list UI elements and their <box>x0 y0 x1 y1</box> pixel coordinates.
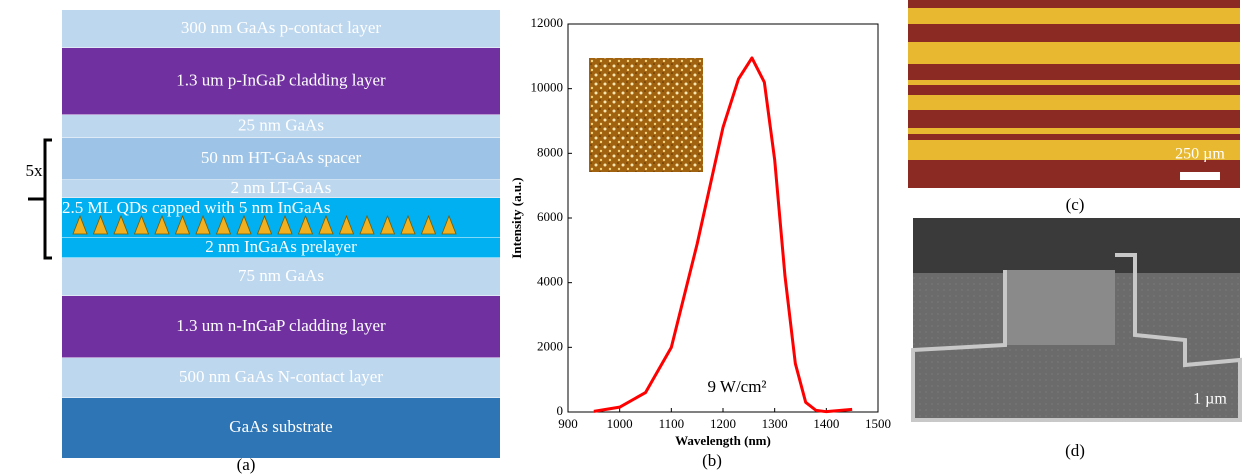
quantum-dot <box>154 214 170 235</box>
y-axis-label: Intensity (a.u.) <box>509 177 524 258</box>
quantum-dot <box>379 214 396 235</box>
quantum-dot <box>113 214 129 235</box>
quantum-dot <box>72 214 88 235</box>
data-line <box>593 56 853 414</box>
y-tick-label: 2000 <box>537 338 563 353</box>
layer-label: 75 nm GaAs <box>238 266 324 285</box>
layer <box>62 10 500 48</box>
layer <box>62 48 500 115</box>
quantum-dot <box>338 214 355 235</box>
annotation: 9 W/cm² <box>707 377 766 396</box>
quantum-dot <box>174 214 191 235</box>
y-tick-label: 8000 <box>537 144 563 159</box>
layer-label: 2 nm InGaAs prelayer <box>205 237 357 256</box>
layer-label: GaAs substrate <box>229 417 332 436</box>
y-tick-label: 10000 <box>531 80 564 95</box>
quantum-dot <box>359 214 375 235</box>
layer-label: 50 nm HT-GaAs spacer <box>201 148 362 167</box>
x-tick-label: 1300 <box>762 416 788 431</box>
quantum-dot <box>215 214 232 235</box>
layer <box>62 358 500 398</box>
scale-label: 250 µm <box>1175 146 1225 163</box>
scale-label: 1 µm <box>1193 391 1227 408</box>
y-tick-label: 12000 <box>531 15 564 30</box>
layer-label: 25 nm GaAs <box>238 115 324 134</box>
quantum-dot <box>297 214 314 235</box>
x-axis-label: Wavelength (nm) <box>675 433 771 448</box>
layer <box>62 238 500 258</box>
x-tick-label: 1400 <box>813 416 839 431</box>
caption: (b) <box>702 451 722 470</box>
quantum-dot <box>133 214 150 235</box>
quantum-dot <box>420 214 437 235</box>
quantum-dot <box>400 214 416 235</box>
inset-image <box>589 58 703 172</box>
quantum-dot <box>277 214 293 235</box>
layer <box>62 258 500 296</box>
layer-label: 2 nm LT-GaAs <box>231 178 332 197</box>
caption: (c) <box>1066 195 1085 214</box>
repeat-bracket <box>28 138 52 260</box>
quantum-dot <box>195 214 211 235</box>
y-tick-label: 4000 <box>537 274 563 289</box>
x-tick-label: 1200 <box>710 416 736 431</box>
x-tick-label: 1000 <box>607 416 633 431</box>
layer <box>62 115 500 138</box>
caption: (a) <box>237 455 256 474</box>
layer <box>62 138 500 180</box>
x-tick-label: 1100 <box>659 416 685 431</box>
caption: (d) <box>1065 441 1085 460</box>
x-tick-label: 1500 <box>865 416 891 431</box>
quantum-dot <box>318 214 334 235</box>
layer <box>62 398 500 458</box>
layer-stack: 300 nm GaAs p-contact layer 1.3 um p-InGa… <box>62 10 500 458</box>
y-tick-label: 6000 <box>537 209 563 224</box>
repeat-label: 5x <box>26 161 44 180</box>
chart: 0 2000 4000 6000 8000 10000 12000 900 1000 1100 12… <box>509 15 891 470</box>
quantum-dot <box>441 214 457 235</box>
quantum-dot <box>92 214 109 235</box>
y-tick-label: 0 <box>557 403 564 418</box>
layer-label: 500 nm GaAs N-contact layer <box>179 367 383 386</box>
layer <box>62 296 500 358</box>
quantum-dot <box>256 214 273 235</box>
layer <box>62 180 500 198</box>
micrograph-c: 250 µm <box>908 0 1240 188</box>
layer-label: 300 nm GaAs p-contact layer <box>181 18 381 37</box>
x-tick-label: 900 <box>558 416 578 431</box>
quantum-dot <box>236 214 252 235</box>
layer-label: 1.3 um p-InGaP cladding layer <box>176 70 386 89</box>
layer-label: 1.3 um n-InGaP cladding layer <box>176 316 386 335</box>
layer-label: 2.5 ML QDs capped with 5 nm InGaAs <box>62 198 331 217</box>
micrograph-d: 1 µm <box>911 218 1242 422</box>
